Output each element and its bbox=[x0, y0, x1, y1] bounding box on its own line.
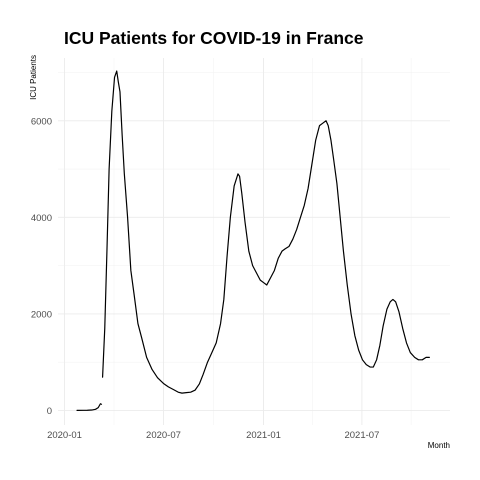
minor-gridlines bbox=[58, 58, 450, 425]
y-tick-label: 2000 bbox=[31, 309, 52, 320]
y-tick-labels: 0 2000 4000 6000 bbox=[31, 116, 52, 417]
y-axis-label: ICU Patients bbox=[29, 55, 38, 100]
x-tick-label: 2020-07 bbox=[146, 430, 181, 441]
x-tick-label: 2020-01 bbox=[47, 430, 82, 441]
y-tick-label: 6000 bbox=[31, 116, 52, 127]
chart-title: ICU Patients for COVID-19 in France bbox=[64, 28, 364, 48]
x-tick-labels: 2020-01 2020-07 2021-01 2021-07 bbox=[47, 430, 379, 441]
major-gridlines bbox=[58, 58, 450, 425]
series-group bbox=[76, 70, 430, 411]
y-tick-label: 0 bbox=[47, 406, 52, 417]
x-tick-label: 2021-01 bbox=[246, 430, 281, 441]
y-tick-label: 4000 bbox=[31, 213, 52, 224]
x-tick-label: 2021-07 bbox=[344, 430, 379, 441]
icu-patients-line bbox=[101, 70, 430, 394]
icu-patients-line bbox=[76, 403, 103, 411]
x-axis-label: Month bbox=[428, 441, 450, 450]
